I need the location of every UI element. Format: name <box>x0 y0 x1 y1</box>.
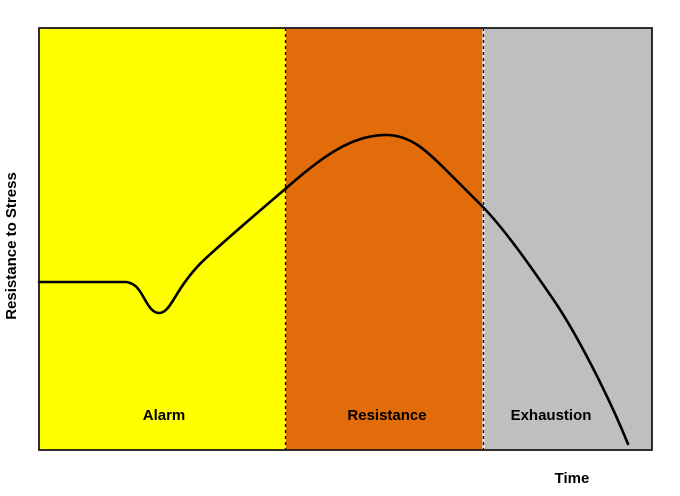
y-axis-label: Resistance to Stress <box>3 172 20 320</box>
resistance-phase-band <box>286 28 484 450</box>
plot-border <box>38 27 653 451</box>
x-axis-label: Time <box>555 470 590 487</box>
alarm-phase-band <box>39 28 286 450</box>
stress-resistance-curve <box>37 133 630 446</box>
exhaustion-phase-band <box>484 28 652 450</box>
resistance-phase-label: Resistance <box>347 407 426 424</box>
exhaustion-phase-label: Exhaustion <box>511 407 592 424</box>
alarm-phase-label: Alarm <box>143 407 186 424</box>
